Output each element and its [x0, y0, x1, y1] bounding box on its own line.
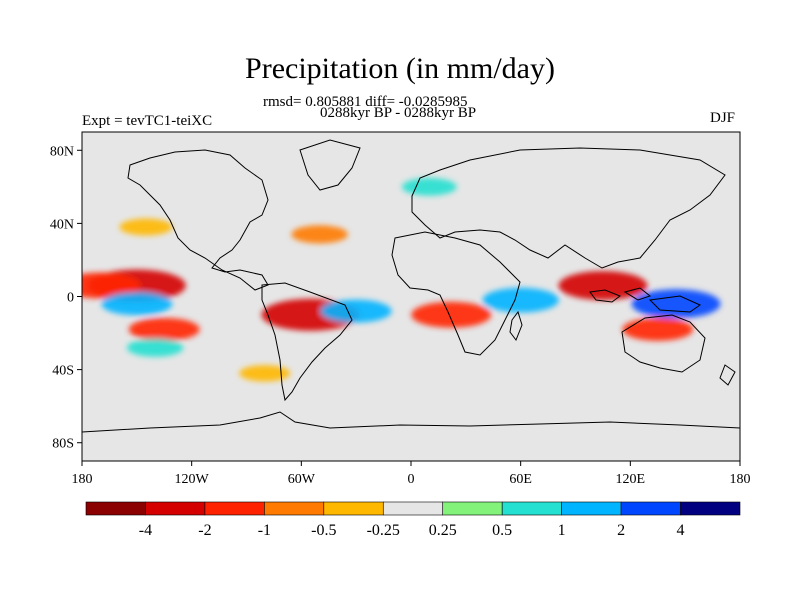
coastline-australia	[621, 314, 706, 373]
field-southern-ocean-dry	[239, 365, 291, 382]
colorbar-label: 4	[677, 522, 685, 539]
coastlines	[82, 139, 740, 433]
chart-title: Precipitation (in mm/day)	[245, 52, 555, 85]
coastline-antarctica	[82, 411, 740, 433]
field-north-atlantic-dry	[291, 225, 348, 244]
x-tick-label: 180	[730, 472, 751, 487]
x-tick-label: 0	[408, 472, 415, 487]
y-axis: 80N 40N 0 40S 80S	[50, 144, 82, 452]
colorbar-label: -1	[258, 522, 271, 539]
coastline-indonesia	[589, 287, 702, 313]
y-tick-label: 0	[67, 291, 74, 306]
field-central-pacific-dry	[82, 272, 141, 299]
colorbar-label: -2	[198, 522, 211, 539]
colorbar-swatch	[264, 501, 325, 516]
coastline-madagascar	[509, 310, 523, 342]
y-tick-label: 80S	[52, 437, 74, 452]
y-tick-label: 40S	[52, 364, 74, 379]
season-label: DJF	[710, 110, 736, 126]
colorbar-swatch	[85, 501, 146, 516]
field-western-pacific-wet	[631, 289, 721, 319]
coastline-new-zealand	[719, 364, 736, 386]
y-tick-label: 40N	[50, 217, 74, 232]
field-south-pacific-dry-band	[128, 317, 200, 341]
colorbar-label: -0.25	[367, 522, 400, 539]
field-north-europe-wet	[401, 178, 457, 196]
colorbar-swatch	[501, 501, 562, 516]
colorbar-swatch	[442, 501, 503, 516]
coastline-north-america	[127, 149, 269, 291]
coastline-eurasia	[411, 147, 726, 269]
coastline-south-america	[261, 282, 353, 402]
field-australia-dry	[622, 317, 694, 341]
colorbar-label: 0.5	[492, 522, 512, 539]
colorbar: -4 -2 -1 -0.5 -0.25 0.25 0.5 1 2 4	[85, 501, 741, 539]
x-tick-label: 120W	[175, 472, 210, 487]
colorbar-swatch	[145, 501, 206, 516]
y-tick-label: 80N	[50, 144, 74, 159]
coastline-africa	[391, 231, 521, 356]
colorbar-swatch	[204, 501, 265, 516]
colorbar-label: 1	[558, 522, 566, 539]
colorbar-swatch	[620, 501, 681, 516]
colorbar-swatch	[561, 501, 622, 516]
field-equatorial-pacific-wet	[101, 292, 173, 316]
precipitation-field	[82, 178, 721, 382]
colorbar-label: -4	[139, 522, 152, 539]
x-tick-label: 180	[72, 472, 93, 487]
x-tick-label: 60W	[288, 472, 316, 487]
stats-line: rmsd= 0.805881 diff= -0.0285985	[263, 94, 468, 110]
colorbar-swatch	[680, 501, 741, 516]
x-axis: 180 120W 60W 0 60E 120E 180	[72, 461, 751, 487]
colorbar-label: 0.25	[429, 522, 457, 539]
colorbar-swatch	[382, 501, 444, 516]
field-indian-ocean-wet	[482, 287, 559, 313]
period-line: 0288kyr BP - 0288kyr BP	[320, 105, 477, 121]
field-north-pacific-dry	[119, 218, 173, 236]
field-south-atlantic-wet	[320, 299, 392, 323]
field-south-pacific-wet-band	[126, 338, 184, 357]
experiment-label: Expt = tevTC1-teiXC	[82, 113, 213, 129]
coastline-greenland	[299, 139, 361, 191]
colorbar-label: 2	[617, 522, 625, 539]
field-central-africa-dry	[411, 301, 492, 328]
field-maritime-continent-dry	[558, 271, 648, 301]
colorbar-swatch	[323, 501, 384, 516]
colorbar-label: -0.5	[311, 522, 336, 539]
x-tick-label: 60E	[509, 472, 532, 487]
x-tick-label: 120E	[616, 472, 646, 487]
